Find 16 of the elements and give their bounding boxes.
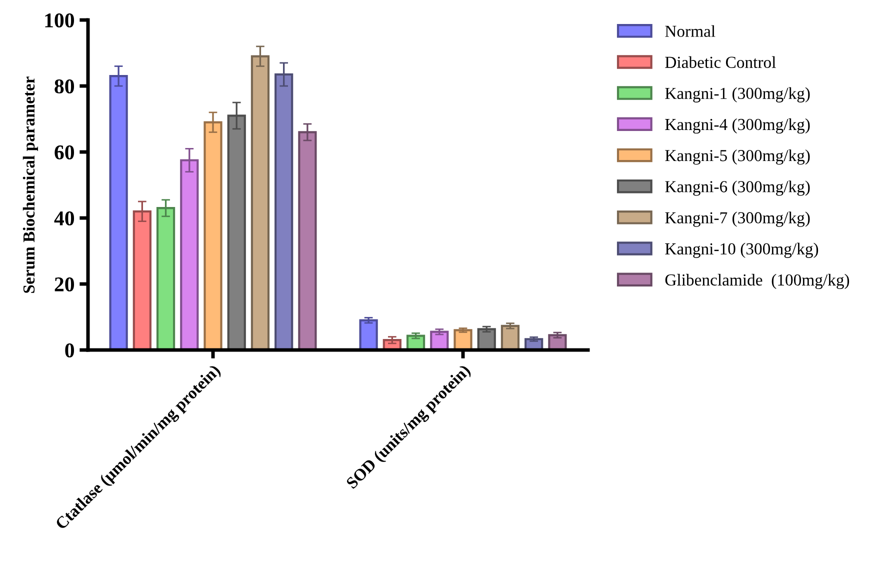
y-tick-label: 20 <box>54 277 74 292</box>
y-tick-label: 0 <box>65 343 74 358</box>
legend-label: Glibenclamide (100mg/kg) <box>665 274 850 290</box>
legend-label: Diabetic Control <box>665 56 776 68</box>
legend-label: Normal <box>665 25 716 37</box>
legend-label: Kangni-6 (300mg/kg) <box>665 180 810 196</box>
y-tick-label: 60 <box>54 145 74 160</box>
legend-label: Kangni-4 (300mg/kg) <box>665 118 810 134</box>
legend-label: Kangni-1 (300mg/kg) <box>665 87 810 102</box>
legend-label: Kangni-7 (300mg/kg) <box>665 212 810 227</box>
y-tick-label: 40 <box>54 211 74 226</box>
legend-label: Kangni-5 (300mg/kg) <box>665 149 810 165</box>
legend-label: Kangni-10 (300mg/kg) <box>665 242 818 258</box>
y-axis-title: Serum Biochemical parameter <box>22 76 38 293</box>
y-tick-label: 80 <box>54 79 74 94</box>
y-tick-label: 100 <box>45 13 74 28</box>
